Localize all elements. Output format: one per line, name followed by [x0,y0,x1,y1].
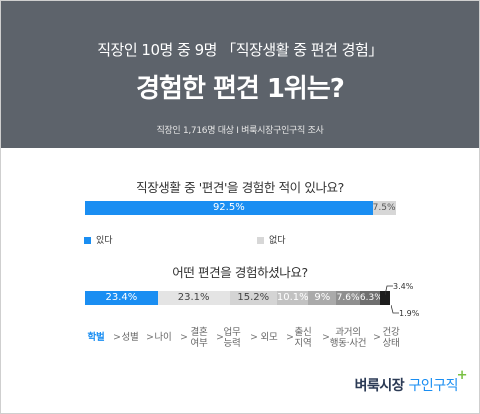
category-label-7: 출신 지역 [294,327,312,349]
callout-past-actions: 3.4% [385,282,414,295]
legend-yes-swatch [84,237,91,244]
bar2-segment-9 [390,291,396,305]
logo-part2: 구인구직 [408,378,458,394]
legend-no-label: 없다 [269,236,286,246]
category-label-8: 과거의 행동·사건 [329,327,367,349]
callout-bottom-label: 1.9% [399,309,420,318]
legend-yes: 있다 [84,233,113,246]
header-panel: 직장인 10명 중 9명 「직장생활 중 편견 경험」 경험한 편견 1위는? … [1,1,479,148]
category-separator-arrow: > [180,332,188,343]
logo-part1: 벼룩시장 [354,378,409,394]
category-separator-arrow: > [216,332,224,343]
callout-top-label: 3.4% [393,282,414,291]
logo-plus-icon: + [456,368,468,383]
category-separator-arrow: > [286,332,294,343]
bar2-segment-3: 15.2% [229,291,277,305]
bar2-segment-5: 9% [308,291,337,305]
bar2-segment-7: 6.3% [359,291,383,305]
category-separator-arrow: > [113,332,121,343]
category-label-4: 결혼 여부 [190,327,208,349]
category-separator-arrow: > [250,332,258,343]
question-2-title: 어떤 편견을 경험하셨나요? [172,265,308,280]
category-label-3: 나이 [154,332,172,343]
bar2-segment-6: 7.6% [336,291,360,305]
brand-logo: 벼룩시장 구인구직 + [354,368,468,395]
category-separator-arrow: > [146,332,154,343]
header-subtitle: 직장인 10명 중 9명 「직장생활 중 편견 경험」 [97,41,383,59]
category-label-9: 건강 상태 [382,327,400,349]
callout-bottom-line [391,305,399,314]
header-title: 경험한 편견 1위는? [136,74,345,104]
question-1-title: 직장생활 중 '편견'을 경험한 적이 있나요? [136,180,344,195]
bar2-segment-8 [379,291,391,305]
header-note: 직장인 1,716명 대상 I 벼룩시장구인구직 조사 [156,126,324,136]
category-label-6: 외모 [260,332,278,343]
category-axis: 학벌 성별 나이 결혼 여부 업무 능력 외모 출신 지역 과거의 행동·사건 건강 상태 > > >… [0,327,480,357]
bar2-segment-2: 23.1% [157,291,230,305]
callout-health: 1.9% [391,305,420,318]
category-separator-arrow: > [373,332,381,343]
bar2-segment-1: 23.4% [85,291,158,305]
bias-type-bar-chart: 23.4% 23.1% 15.2% 10.1% 9% 7.6% 6.3% [85,291,396,305]
legend-no-swatch [257,237,264,244]
category-label-5: 업무 능력 [223,327,241,349]
category-label-2: 성별 [121,332,139,343]
category-separator-arrow: > [322,332,330,343]
callout-top-line [385,285,393,295]
bar2-segment-4: 10.1% [276,291,309,305]
bar1-segment-yes: 92.5% [85,201,373,215]
legend-no: 없다 [257,233,286,246]
bar1-segment-no: 7.5% [372,201,396,215]
legend-yes-label: 있다 [96,236,113,246]
category-label-1: 학벌 [87,332,105,343]
experience-bar-chart: 92.5% 7.5% [85,201,396,215]
